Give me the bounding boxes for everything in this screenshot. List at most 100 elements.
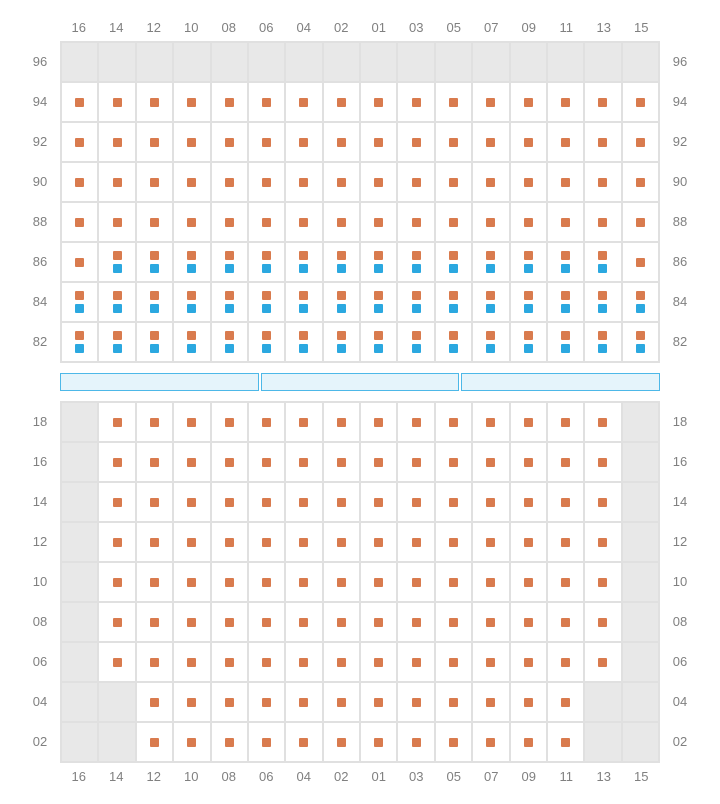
seat-cell[interactable] [98, 402, 135, 442]
seat-cell[interactable] [136, 162, 173, 202]
seat-cell[interactable] [397, 162, 434, 202]
seat-cell[interactable] [323, 442, 360, 482]
seat-cell[interactable] [510, 562, 547, 602]
seat-cell[interactable] [397, 682, 434, 722]
seat-cell[interactable] [584, 122, 621, 162]
seat-cell[interactable] [285, 282, 322, 322]
seat-cell[interactable] [622, 82, 659, 122]
seat-cell[interactable] [211, 602, 248, 642]
seat-cell[interactable] [360, 202, 397, 242]
seat-cell[interactable] [285, 602, 322, 642]
seat-cell[interactable] [397, 82, 434, 122]
seat-cell[interactable] [136, 682, 173, 722]
seat-cell[interactable] [435, 642, 472, 682]
seat-cell[interactable] [397, 202, 434, 242]
seat-cell[interactable] [510, 322, 547, 362]
seat-cell[interactable] [360, 322, 397, 362]
seat-cell[interactable] [98, 562, 135, 602]
seat-cell[interactable] [360, 242, 397, 282]
seat-cell[interactable] [285, 82, 322, 122]
seat-cell[interactable] [510, 402, 547, 442]
seat-cell[interactable] [584, 322, 621, 362]
seat-cell[interactable] [472, 482, 509, 522]
seat-cell[interactable] [248, 82, 285, 122]
seat-cell[interactable] [510, 162, 547, 202]
seat-cell[interactable] [98, 642, 135, 682]
seat-cell[interactable] [248, 562, 285, 602]
seat-cell[interactable] [584, 82, 621, 122]
seat-cell[interactable] [61, 282, 98, 322]
seat-cell[interactable] [211, 162, 248, 202]
seat-cell[interactable] [547, 82, 584, 122]
seat-cell[interactable] [173, 242, 210, 282]
seat-cell[interactable] [547, 522, 584, 562]
seat-cell[interactable] [622, 242, 659, 282]
seat-cell[interactable] [360, 602, 397, 642]
seat-cell[interactable] [510, 522, 547, 562]
seat-cell[interactable] [472, 82, 509, 122]
seat-cell[interactable] [173, 522, 210, 562]
seat-cell[interactable] [472, 442, 509, 482]
seat-cell[interactable] [360, 82, 397, 122]
seat-cell[interactable] [435, 82, 472, 122]
seat-cell[interactable] [435, 242, 472, 282]
seat-cell[interactable] [472, 522, 509, 562]
seat-cell[interactable] [98, 162, 135, 202]
seat-cell[interactable] [98, 522, 135, 562]
seat-cell[interactable] [136, 202, 173, 242]
seat-cell[interactable] [435, 162, 472, 202]
seat-cell[interactable] [510, 282, 547, 322]
seat-cell[interactable] [360, 442, 397, 482]
seat-cell[interactable] [547, 402, 584, 442]
seat-cell[interactable] [211, 242, 248, 282]
seat-cell[interactable] [98, 282, 135, 322]
seat-cell[interactable] [510, 202, 547, 242]
seat-cell[interactable] [360, 682, 397, 722]
seat-cell[interactable] [173, 322, 210, 362]
seat-cell[interactable] [211, 122, 248, 162]
seat-cell[interactable] [173, 82, 210, 122]
seat-cell[interactable] [360, 642, 397, 682]
seat-cell[interactable] [136, 562, 173, 602]
seat-cell[interactable] [397, 522, 434, 562]
seat-cell[interactable] [584, 562, 621, 602]
seat-cell[interactable] [472, 322, 509, 362]
seat-cell[interactable] [285, 562, 322, 602]
seat-cell[interactable] [360, 482, 397, 522]
seat-cell[interactable] [61, 242, 98, 282]
seat-cell[interactable] [211, 202, 248, 242]
seat-cell[interactable] [472, 242, 509, 282]
seat-cell[interactable] [323, 282, 360, 322]
seat-cell[interactable] [173, 162, 210, 202]
seat-cell[interactable] [510, 722, 547, 762]
seat-cell[interactable] [173, 682, 210, 722]
seat-cell[interactable] [98, 242, 135, 282]
seat-cell[interactable] [173, 482, 210, 522]
seat-cell[interactable] [248, 162, 285, 202]
seat-cell[interactable] [547, 282, 584, 322]
seat-cell[interactable] [360, 122, 397, 162]
seat-cell[interactable] [435, 202, 472, 242]
seat-cell[interactable] [622, 162, 659, 202]
seat-cell[interactable] [584, 162, 621, 202]
seat-cell[interactable] [323, 522, 360, 562]
seat-cell[interactable] [360, 522, 397, 562]
seat-cell[interactable] [285, 122, 322, 162]
seat-cell[interactable] [472, 642, 509, 682]
seat-cell[interactable] [136, 722, 173, 762]
seat-cell[interactable] [360, 562, 397, 602]
seat-cell[interactable] [584, 642, 621, 682]
seat-cell[interactable] [510, 682, 547, 722]
seat-cell[interactable] [472, 562, 509, 602]
seat-cell[interactable] [435, 402, 472, 442]
seat-cell[interactable] [211, 482, 248, 522]
seat-cell[interactable] [248, 642, 285, 682]
seat-cell[interactable] [98, 442, 135, 482]
seat-cell[interactable] [472, 202, 509, 242]
seat-cell[interactable] [397, 642, 434, 682]
seat-cell[interactable] [435, 522, 472, 562]
seat-cell[interactable] [397, 722, 434, 762]
seat-cell[interactable] [211, 682, 248, 722]
seat-cell[interactable] [285, 202, 322, 242]
seat-cell[interactable] [472, 122, 509, 162]
